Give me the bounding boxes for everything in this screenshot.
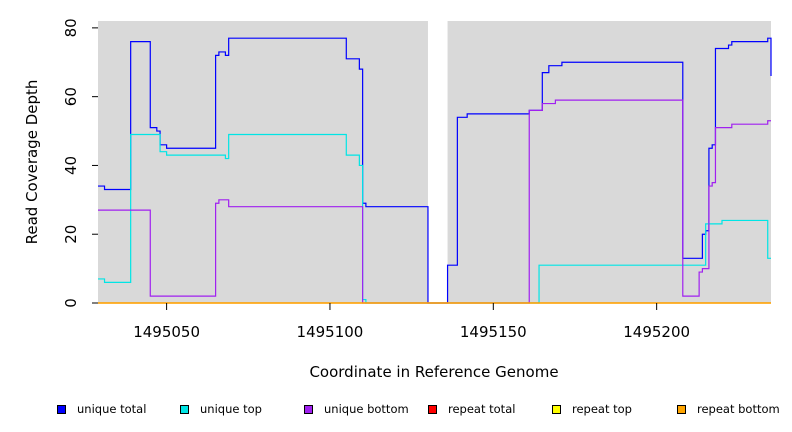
y-tick-label: 60 — [62, 87, 80, 106]
legend-swatch-unique-bottom — [304, 404, 313, 414]
series-line-unique-total — [98, 37, 772, 304]
legend-label: repeat top — [572, 402, 632, 416]
y-axis-title: Read Coverage Depth — [23, 80, 41, 245]
y-tick-label: 0 — [62, 298, 80, 308]
series-layer — [98, 37, 772, 304]
legend-label: unique bottom — [324, 402, 409, 416]
y-tick-label: 20 — [62, 225, 80, 244]
y-tick-label: 80 — [62, 18, 80, 37]
x-tick-label: 1495200 — [623, 323, 690, 341]
legend-label: repeat bottom — [697, 402, 780, 416]
legend-swatch-unique-top — [180, 404, 189, 414]
legend-label: repeat total — [448, 402, 516, 416]
legend-swatch-repeat-top — [552, 404, 561, 414]
legend-label: unique total — [77, 402, 147, 416]
axes-layer: 0 20 40 60 80 1495050 1495100 1495150 1495200 — [62, 18, 690, 341]
legend: unique total unique top unique bottom repea… — [0, 400, 792, 418]
x-tick-label: 1495100 — [297, 323, 364, 341]
plot-panel — [447, 21, 771, 303]
legend-item-repeat-bottom: repeat bottom — [677, 400, 780, 418]
legend-item-unique-total: unique total — [57, 400, 146, 418]
plot-background — [98, 21, 771, 303]
legend-swatch-unique-total — [57, 404, 66, 414]
x-tick-label: 1495150 — [460, 323, 527, 341]
y-tick-label: 40 — [62, 156, 80, 175]
legend-item-unique-top: unique top — [180, 400, 262, 418]
legend-swatch-repeat-bottom — [677, 404, 686, 414]
legend-label: unique top — [200, 402, 262, 416]
legend-swatch-repeat-total — [428, 404, 437, 414]
x-axis-title: Coordinate in Reference Genome — [309, 363, 558, 381]
plot-panel — [98, 21, 428, 303]
x-tick-label: 1495050 — [133, 323, 200, 341]
series-line-unique-bottom — [98, 99, 771, 304]
legend-item-repeat-total: repeat total — [428, 400, 515, 418]
legend-item-unique-bottom: unique bottom — [304, 400, 409, 418]
legend-item-repeat-top: repeat top — [552, 400, 632, 418]
